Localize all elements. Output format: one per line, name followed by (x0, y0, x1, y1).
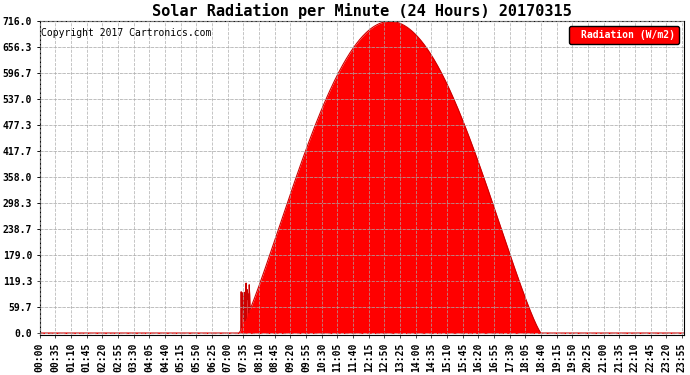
Title: Solar Radiation per Minute (24 Hours) 20170315: Solar Radiation per Minute (24 Hours) 20… (152, 3, 571, 19)
Legend: Radiation (W/m2): Radiation (W/m2) (569, 26, 679, 44)
Text: Copyright 2017 Cartronics.com: Copyright 2017 Cartronics.com (41, 28, 211, 38)
